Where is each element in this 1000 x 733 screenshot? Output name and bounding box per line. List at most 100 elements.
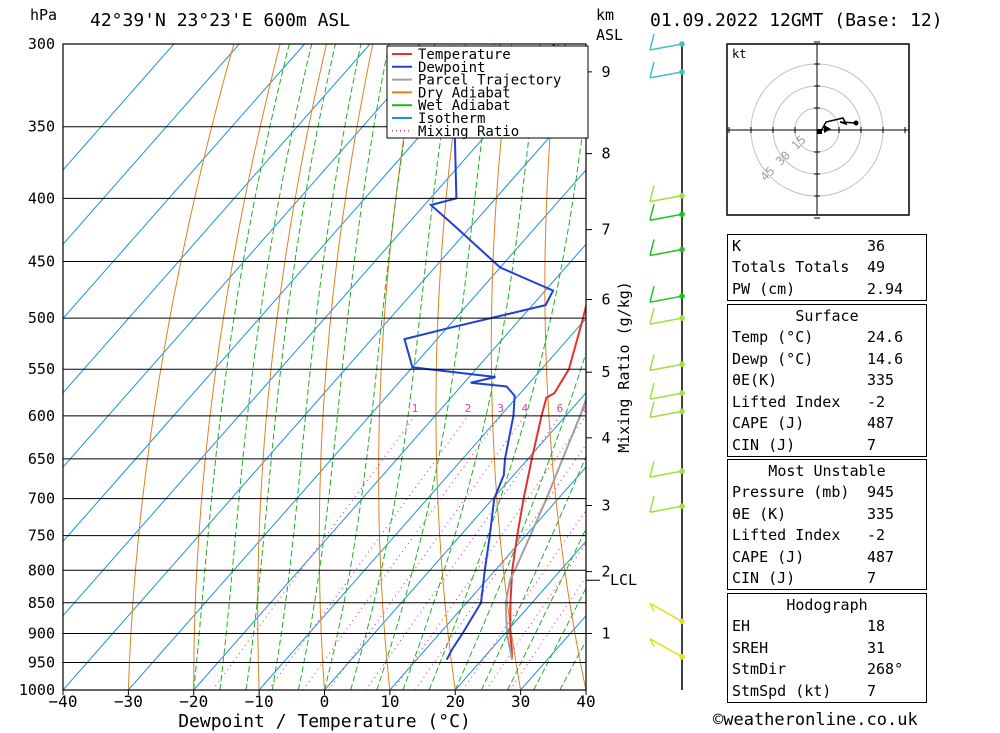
wind-barb-feather [649,354,655,371]
wind-barb-staff [649,638,683,658]
temperature-tick-label: 40 [576,692,595,711]
surface-table: Surface Temp (°C) 24.6 Dewp (°C) 14.6 θE(K) 3… [727,304,927,457]
mixing-ratio-line [328,415,526,690]
pressure-tick-label: 900 [28,624,55,642]
wind-barb-feather [649,603,655,612]
hodograph-label: StmDir [732,660,787,679]
datetime-title: 01.09.2022 12GMT (Base: 12) [650,10,943,31]
pressure-tick-label: 300 [28,35,55,53]
mixing-ratio-label: 4 [521,402,528,415]
pressure-tick-label: 600 [28,407,55,425]
index-value: 49 [867,258,886,277]
pressure-tick-label: 500 [28,309,55,327]
hodograph-trace [819,117,857,134]
hodograph-unit-label: kt [732,47,746,61]
hodograph-point [853,120,859,126]
surface-value: -2 [867,392,886,411]
index-row: K 36 [728,235,927,257]
hodograph-row: StmDir 268° [728,659,927,681]
credit-link[interactable]: ©weatheronline.co.uk [713,710,918,730]
wet-adiabat-line [376,44,495,690]
surface-label: Dewp (°C) [732,349,814,368]
mixing-ratio-line [212,415,416,690]
hodograph-value: 7 [867,681,877,700]
wind-barb-feather [649,638,655,648]
pressure-tick-label: 1000 [19,681,55,699]
isotherm-line [63,44,567,617]
most-unstable-value: 945 [867,483,895,502]
isotherm-line [63,44,240,246]
mixing-ratio-line [267,415,469,690]
wind-barb-staff [649,248,683,257]
dry-adiabat-line [127,44,235,690]
mixing-ratio-label: 1 [412,402,419,415]
most-unstable-title: Most Unstable [768,461,886,480]
hodograph-row: SREH 31 [728,637,927,659]
surface-label: Temp (°C) [732,328,814,347]
km-label: km [596,6,615,24]
dry-adiabat-line [435,44,466,690]
mixing-ratio-line [365,415,561,690]
isotherm-line [63,94,586,690]
temperature-tick-label: −40 [49,692,78,711]
wind-barb-feather [649,33,655,51]
most-unstable-row: Lifted Index -2 [728,525,927,547]
km-tick-label: 6 [601,291,610,309]
wet-adiabat-line [271,44,362,690]
mixing-ratio-label: 6 [557,402,564,415]
asl-label: ASL [596,26,624,44]
dry-adiabat-line [257,44,327,690]
wind-barb-feather [649,61,655,79]
wind-barb-feather [649,496,655,513]
km-tick-label: 2 [601,563,610,581]
surface-row: Temp (°C) 24.6 [728,327,927,349]
wind-barb-feather [649,307,655,325]
mixing-ratio-line [392,415,586,690]
wet-adiabat-line [297,44,390,690]
temperature-line [509,301,586,660]
km-tick-label: 1 [601,624,610,642]
surface-label: θE(K) [732,371,778,390]
wind-barb-feather [649,286,655,303]
hodograph-table: Hodograph EH 18 SREH 31 StmDir 268° StmSpd (kt… [727,593,927,703]
dry-adiabat-line [929,44,1000,690]
wet-adiabat-line [454,351,586,690]
pressure-tick-label: 400 [28,189,55,207]
hodograph-label: SREH [732,638,769,657]
surface-row: Dewp (°C) 14.6 [728,348,927,370]
wind-barb-feather [649,185,655,202]
mixing-ratio-label: 10 [600,402,613,415]
mixing-ratio-axis-label: Mixing Ratio (g/kg) [615,281,633,453]
isotherm-line [324,392,586,690]
wind-barb-staff [649,295,683,303]
most-unstable-row: Pressure (mb) 945 [728,482,927,504]
km-tick-label: 4 [601,429,610,447]
surface-label: CAPE (J) [732,414,805,433]
isotherm-line [389,466,586,690]
wind-barb-staff [649,470,683,478]
wet-adiabat-line [245,44,336,690]
legend-box [386,45,589,139]
wet-adiabat-line [507,527,586,690]
wind-barb-feather [649,239,655,256]
most-unstable-row: CIN (J) 7 [728,568,927,590]
isotherm-line [63,44,175,171]
most-unstable-value: 487 [867,547,895,566]
mixing-ratio-label: 2 [465,402,472,415]
surface-row: CAPE (J) 487 [728,413,927,435]
wind-barb-staff [649,194,683,203]
wind-barb-staff [649,363,683,372]
isotherm-line [63,44,305,320]
km-tick-label: 7 [601,221,610,239]
hodograph-label: EH [732,617,751,636]
location-title: 42°39'N 23°23'E 600m ASL [90,10,351,31]
temperature-tick-label: 30 [511,692,530,711]
index-value: 36 [867,236,886,255]
surface-value: 335 [867,371,895,390]
isotherm-line [454,540,586,690]
km-tick-label: 3 [601,496,610,514]
dry-adiabat-line [975,44,1000,690]
pressure-tick-label: 450 [28,253,55,271]
